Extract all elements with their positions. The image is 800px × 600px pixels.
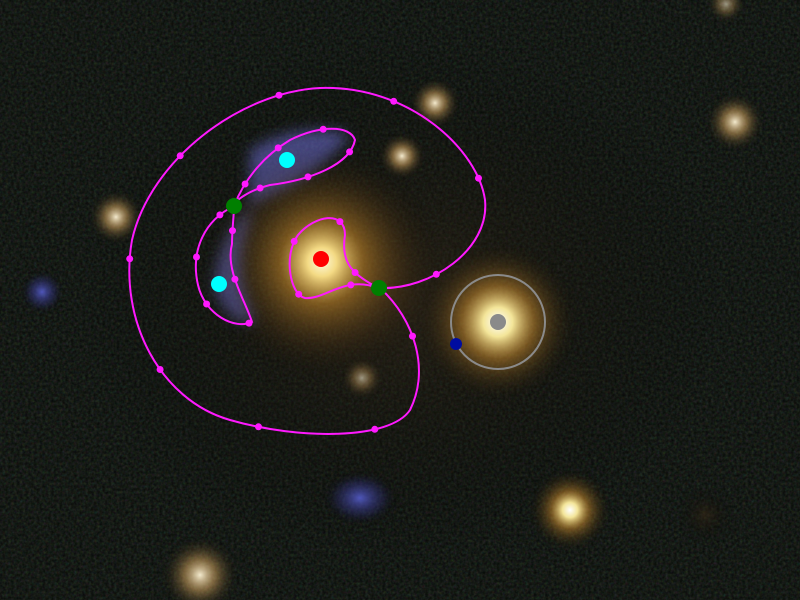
curve-node bbox=[390, 98, 397, 105]
curve-node bbox=[231, 276, 238, 283]
perturber-core bbox=[490, 314, 506, 330]
curve-node bbox=[275, 144, 282, 151]
galaxy-top-right bbox=[705, 92, 765, 152]
curve-node bbox=[336, 218, 343, 225]
curve-node bbox=[177, 152, 184, 159]
curve-node bbox=[352, 269, 359, 276]
lensed-image-marker-b bbox=[211, 276, 227, 292]
curve-node bbox=[276, 92, 283, 99]
galaxy-bottom-right bbox=[528, 468, 612, 552]
curve-node bbox=[255, 423, 262, 430]
blue-source-bottom bbox=[322, 470, 398, 526]
galaxy-top bbox=[409, 77, 461, 129]
curve-node bbox=[433, 271, 440, 278]
galaxy-left bbox=[88, 189, 144, 245]
curve-node bbox=[305, 173, 312, 180]
curve-node bbox=[320, 126, 327, 133]
curve-node bbox=[216, 211, 223, 218]
curve-node bbox=[257, 185, 264, 192]
curve-node bbox=[346, 148, 353, 155]
lensed-image-marker-a bbox=[279, 152, 295, 168]
curve-node bbox=[203, 301, 210, 308]
curve-node bbox=[242, 181, 249, 188]
curve-node bbox=[409, 333, 416, 340]
curve-node bbox=[157, 366, 164, 373]
curve-node bbox=[229, 227, 236, 234]
blue-source-left bbox=[20, 270, 64, 314]
curve-node bbox=[295, 291, 302, 298]
curve-node bbox=[347, 281, 354, 288]
galaxy-bottom-far-right bbox=[677, 487, 733, 543]
curve-node bbox=[475, 175, 482, 182]
saddle-marker-b bbox=[371, 280, 387, 296]
curve-node bbox=[246, 320, 253, 327]
saddle-marker-a bbox=[226, 198, 242, 214]
curve-node bbox=[291, 238, 298, 245]
perturber-marker bbox=[450, 338, 462, 350]
curve-node bbox=[371, 426, 378, 433]
lens-center-marker bbox=[313, 251, 329, 267]
curve-node bbox=[193, 254, 200, 261]
curve-node bbox=[126, 255, 133, 262]
